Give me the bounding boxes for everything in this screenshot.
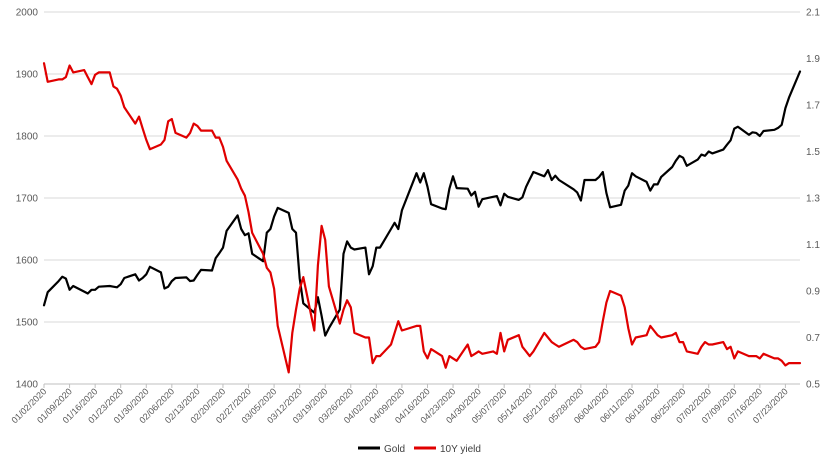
left-y-tick-label: 1900 bbox=[16, 70, 39, 81]
right-y-tick-label: 1.7 bbox=[806, 101, 820, 112]
legend-label-10y-yield: 10Y yield bbox=[440, 444, 481, 455]
gridlines bbox=[44, 11, 800, 385]
left-y-tick-label: 1800 bbox=[16, 132, 39, 143]
right-y-tick-label: 0.5 bbox=[806, 380, 820, 391]
right-y-tick-label: 1.9 bbox=[806, 54, 820, 65]
right-y-tick-label: 1.5 bbox=[806, 147, 820, 158]
series-line-10y-yield bbox=[42, 62, 802, 374]
right-y-tick-label: 0.7 bbox=[806, 333, 820, 344]
right-y-tick-label: 0.9 bbox=[806, 287, 820, 298]
left-y-tick-label: 1400 bbox=[16, 380, 39, 391]
right-y-tick-label: 1.3 bbox=[806, 194, 820, 205]
series-lines bbox=[42, 62, 802, 374]
right-y-tick-label: 1.1 bbox=[806, 240, 820, 251]
legend-label-gold: Gold bbox=[384, 444, 405, 455]
left-y-tick-label: 1700 bbox=[16, 194, 39, 205]
series-line-gold bbox=[42, 70, 802, 337]
x-axis: 01/02/202001/09/202001/16/202001/23/2020… bbox=[9, 383, 800, 425]
left-y-axis: 1400 1500 1600 1700 1800 1900 2000 bbox=[16, 8, 39, 391]
left-y-tick-label: 2000 bbox=[16, 8, 39, 19]
left-y-tick-label: 1500 bbox=[16, 318, 39, 329]
left-y-tick-label: 1600 bbox=[16, 256, 39, 267]
right-y-tick-label: 2.1 bbox=[806, 8, 820, 19]
legend: Gold 10Y yield bbox=[358, 444, 481, 455]
right-y-axis: 0.5 0.7 0.9 1.1 1.3 1.5 1.7 1.9 2.1 bbox=[806, 8, 820, 391]
